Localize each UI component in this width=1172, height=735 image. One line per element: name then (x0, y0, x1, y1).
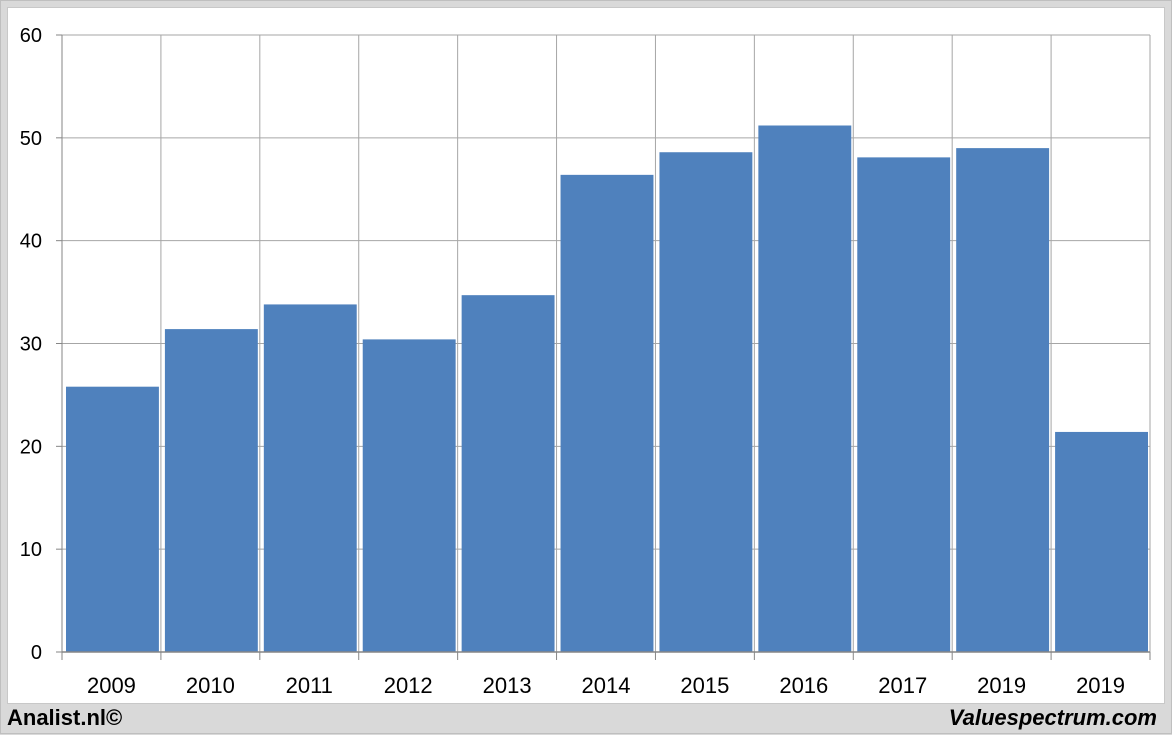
bar-2013 (461, 295, 555, 652)
y-tick-label: 10 (20, 539, 42, 561)
y-tick-label: 30 (20, 334, 42, 356)
x-tick-label: 2013 (483, 673, 532, 698)
bar-2012 (362, 339, 456, 652)
bar-2017 (857, 157, 951, 652)
y-tick-label: 50 (20, 128, 42, 150)
x-tick-label: 2010 (186, 673, 235, 698)
footer-source-left: Analist.nl© (7, 705, 123, 730)
x-tick-label: 2011 (286, 673, 333, 698)
bar-2014 (560, 174, 654, 652)
bar-2015 (659, 152, 753, 653)
x-tick-labels: 2009 2010 2011 2012 2013 2014 2015 2016 2017 2019… (87, 673, 1125, 698)
y-tick-label: 20 (20, 436, 42, 458)
axes (56, 34, 1151, 660)
bar-2009 (66, 386, 159, 652)
bars (66, 125, 1148, 653)
footer-source-right: Valuespectrum.com (948, 705, 1157, 730)
x-tick-label: 2015 (680, 673, 729, 698)
x-tick-label: 2012 (384, 673, 433, 698)
bar-2019 (1055, 431, 1148, 652)
bar-2019 (956, 148, 1050, 652)
y-tick-label: 0 (31, 642, 42, 664)
y-tick-labels: 0 10 20 30 40 50 60 (20, 25, 42, 664)
x-tick-label: 2017 (878, 673, 927, 698)
bar-2016 (758, 125, 852, 652)
x-tick-label: 2019 (1076, 673, 1125, 698)
y-tick-label: 40 (20, 231, 42, 253)
y-tick-label: 60 (20, 25, 42, 47)
x-tick-label: 2016 (779, 673, 828, 698)
x-tick-label: 2009 (87, 673, 136, 698)
x-tick-label: 2014 (582, 673, 631, 698)
bar-2010 (164, 329, 258, 652)
bar-2011 (263, 304, 357, 652)
x-tick-label: 2019 (977, 673, 1026, 698)
